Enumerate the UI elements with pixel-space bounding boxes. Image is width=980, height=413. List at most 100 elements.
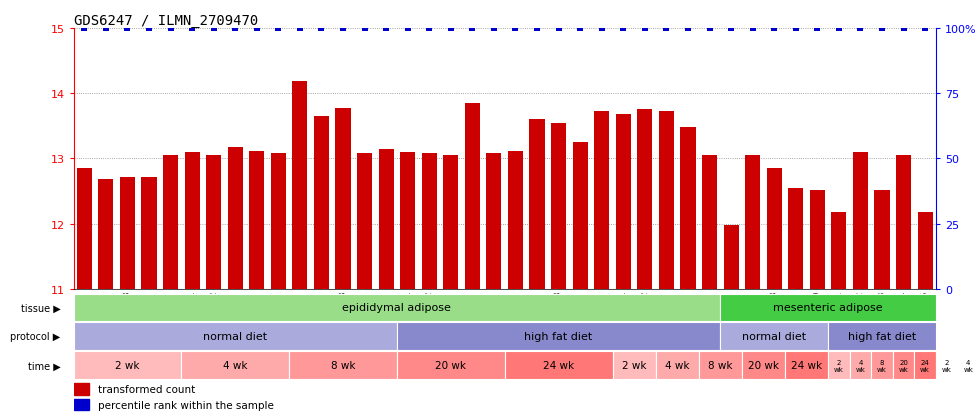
Bar	[594, 112, 610, 289]
Point	[594, 26, 610, 32]
Point	[896, 26, 911, 32]
Bar	[831, 212, 847, 289]
Point	[249, 26, 265, 32]
Point	[98, 26, 114, 32]
Bar	[745, 156, 760, 289]
Point	[335, 26, 351, 32]
Bar	[893, 351, 914, 380]
Point	[788, 26, 804, 32]
Text: 24
wk: 24 wk	[920, 359, 930, 372]
Bar	[74, 323, 397, 351]
Bar	[850, 351, 871, 380]
Point	[572, 26, 588, 32]
Text: time ▶: time ▶	[27, 361, 61, 370]
Bar	[979, 351, 980, 380]
Bar	[853, 152, 868, 289]
Point	[314, 26, 329, 32]
Point	[874, 26, 890, 32]
Point	[508, 26, 523, 32]
Point	[163, 26, 178, 32]
Text: 20 wk: 20 wk	[748, 361, 779, 370]
Point	[745, 26, 760, 32]
Text: percentile rank within the sample: percentile rank within the sample	[98, 400, 273, 410]
Bar	[720, 294, 936, 322]
Bar	[766, 169, 782, 289]
Point	[76, 26, 92, 32]
Text: tissue ▶: tissue ▶	[21, 303, 61, 313]
Text: transformed count: transformed count	[98, 384, 195, 394]
Bar	[680, 128, 696, 289]
Bar	[637, 110, 653, 289]
Point	[270, 26, 286, 32]
Bar	[615, 115, 631, 289]
Bar	[270, 154, 286, 289]
Text: 24 wk: 24 wk	[543, 361, 574, 370]
Point	[292, 26, 308, 32]
Point	[141, 26, 157, 32]
Bar	[378, 149, 394, 289]
Text: 8 wk: 8 wk	[330, 361, 355, 370]
Text: 24 wk: 24 wk	[791, 361, 822, 370]
Text: 2
wk: 2 wk	[834, 359, 844, 372]
Point	[206, 26, 221, 32]
Point	[917, 26, 933, 32]
Point	[615, 26, 631, 32]
Bar	[936, 351, 957, 380]
Text: high fat diet: high fat diet	[524, 332, 593, 342]
Bar	[227, 147, 243, 289]
Point	[809, 26, 825, 32]
Bar	[896, 156, 911, 289]
Bar	[486, 154, 502, 289]
Point	[551, 26, 566, 32]
Bar	[249, 151, 265, 289]
Bar	[612, 351, 656, 380]
Point	[766, 26, 782, 32]
Bar	[659, 112, 674, 289]
Bar	[742, 351, 785, 380]
Bar	[141, 177, 157, 289]
Bar	[572, 143, 588, 289]
Text: 20 wk: 20 wk	[435, 361, 466, 370]
Text: 8 wk: 8 wk	[708, 361, 732, 370]
Bar	[335, 108, 351, 289]
Bar	[397, 323, 720, 351]
Point	[702, 26, 717, 32]
Bar	[809, 190, 825, 289]
Bar	[914, 351, 936, 380]
Point	[120, 26, 135, 32]
Point	[486, 26, 502, 32]
Bar	[828, 351, 850, 380]
Point	[227, 26, 243, 32]
Bar	[465, 104, 480, 289]
Bar	[289, 351, 397, 380]
Point	[421, 26, 437, 32]
Point	[378, 26, 394, 32]
Bar	[400, 152, 416, 289]
Text: 4
wk: 4 wk	[856, 359, 865, 372]
Bar	[785, 351, 828, 380]
Bar	[292, 82, 308, 289]
Point	[659, 26, 674, 32]
Point	[723, 26, 739, 32]
Point	[400, 26, 416, 32]
Point	[680, 26, 696, 32]
Text: 2
wk: 2 wk	[942, 359, 952, 372]
Point	[637, 26, 653, 32]
Bar	[74, 383, 89, 395]
Bar	[505, 351, 612, 380]
Bar	[917, 212, 933, 289]
Bar	[702, 156, 717, 289]
Bar	[74, 351, 181, 380]
Text: 20
wk: 20 wk	[899, 359, 908, 372]
Bar	[421, 154, 437, 289]
Bar	[723, 225, 739, 289]
Point	[443, 26, 459, 32]
Text: normal diet: normal diet	[742, 332, 807, 342]
Bar	[314, 117, 329, 289]
Bar	[828, 323, 936, 351]
Bar	[551, 123, 566, 289]
Bar	[699, 351, 742, 380]
Text: 2 wk: 2 wk	[116, 361, 139, 370]
Text: high fat diet: high fat diet	[848, 332, 916, 342]
Bar	[508, 151, 523, 289]
